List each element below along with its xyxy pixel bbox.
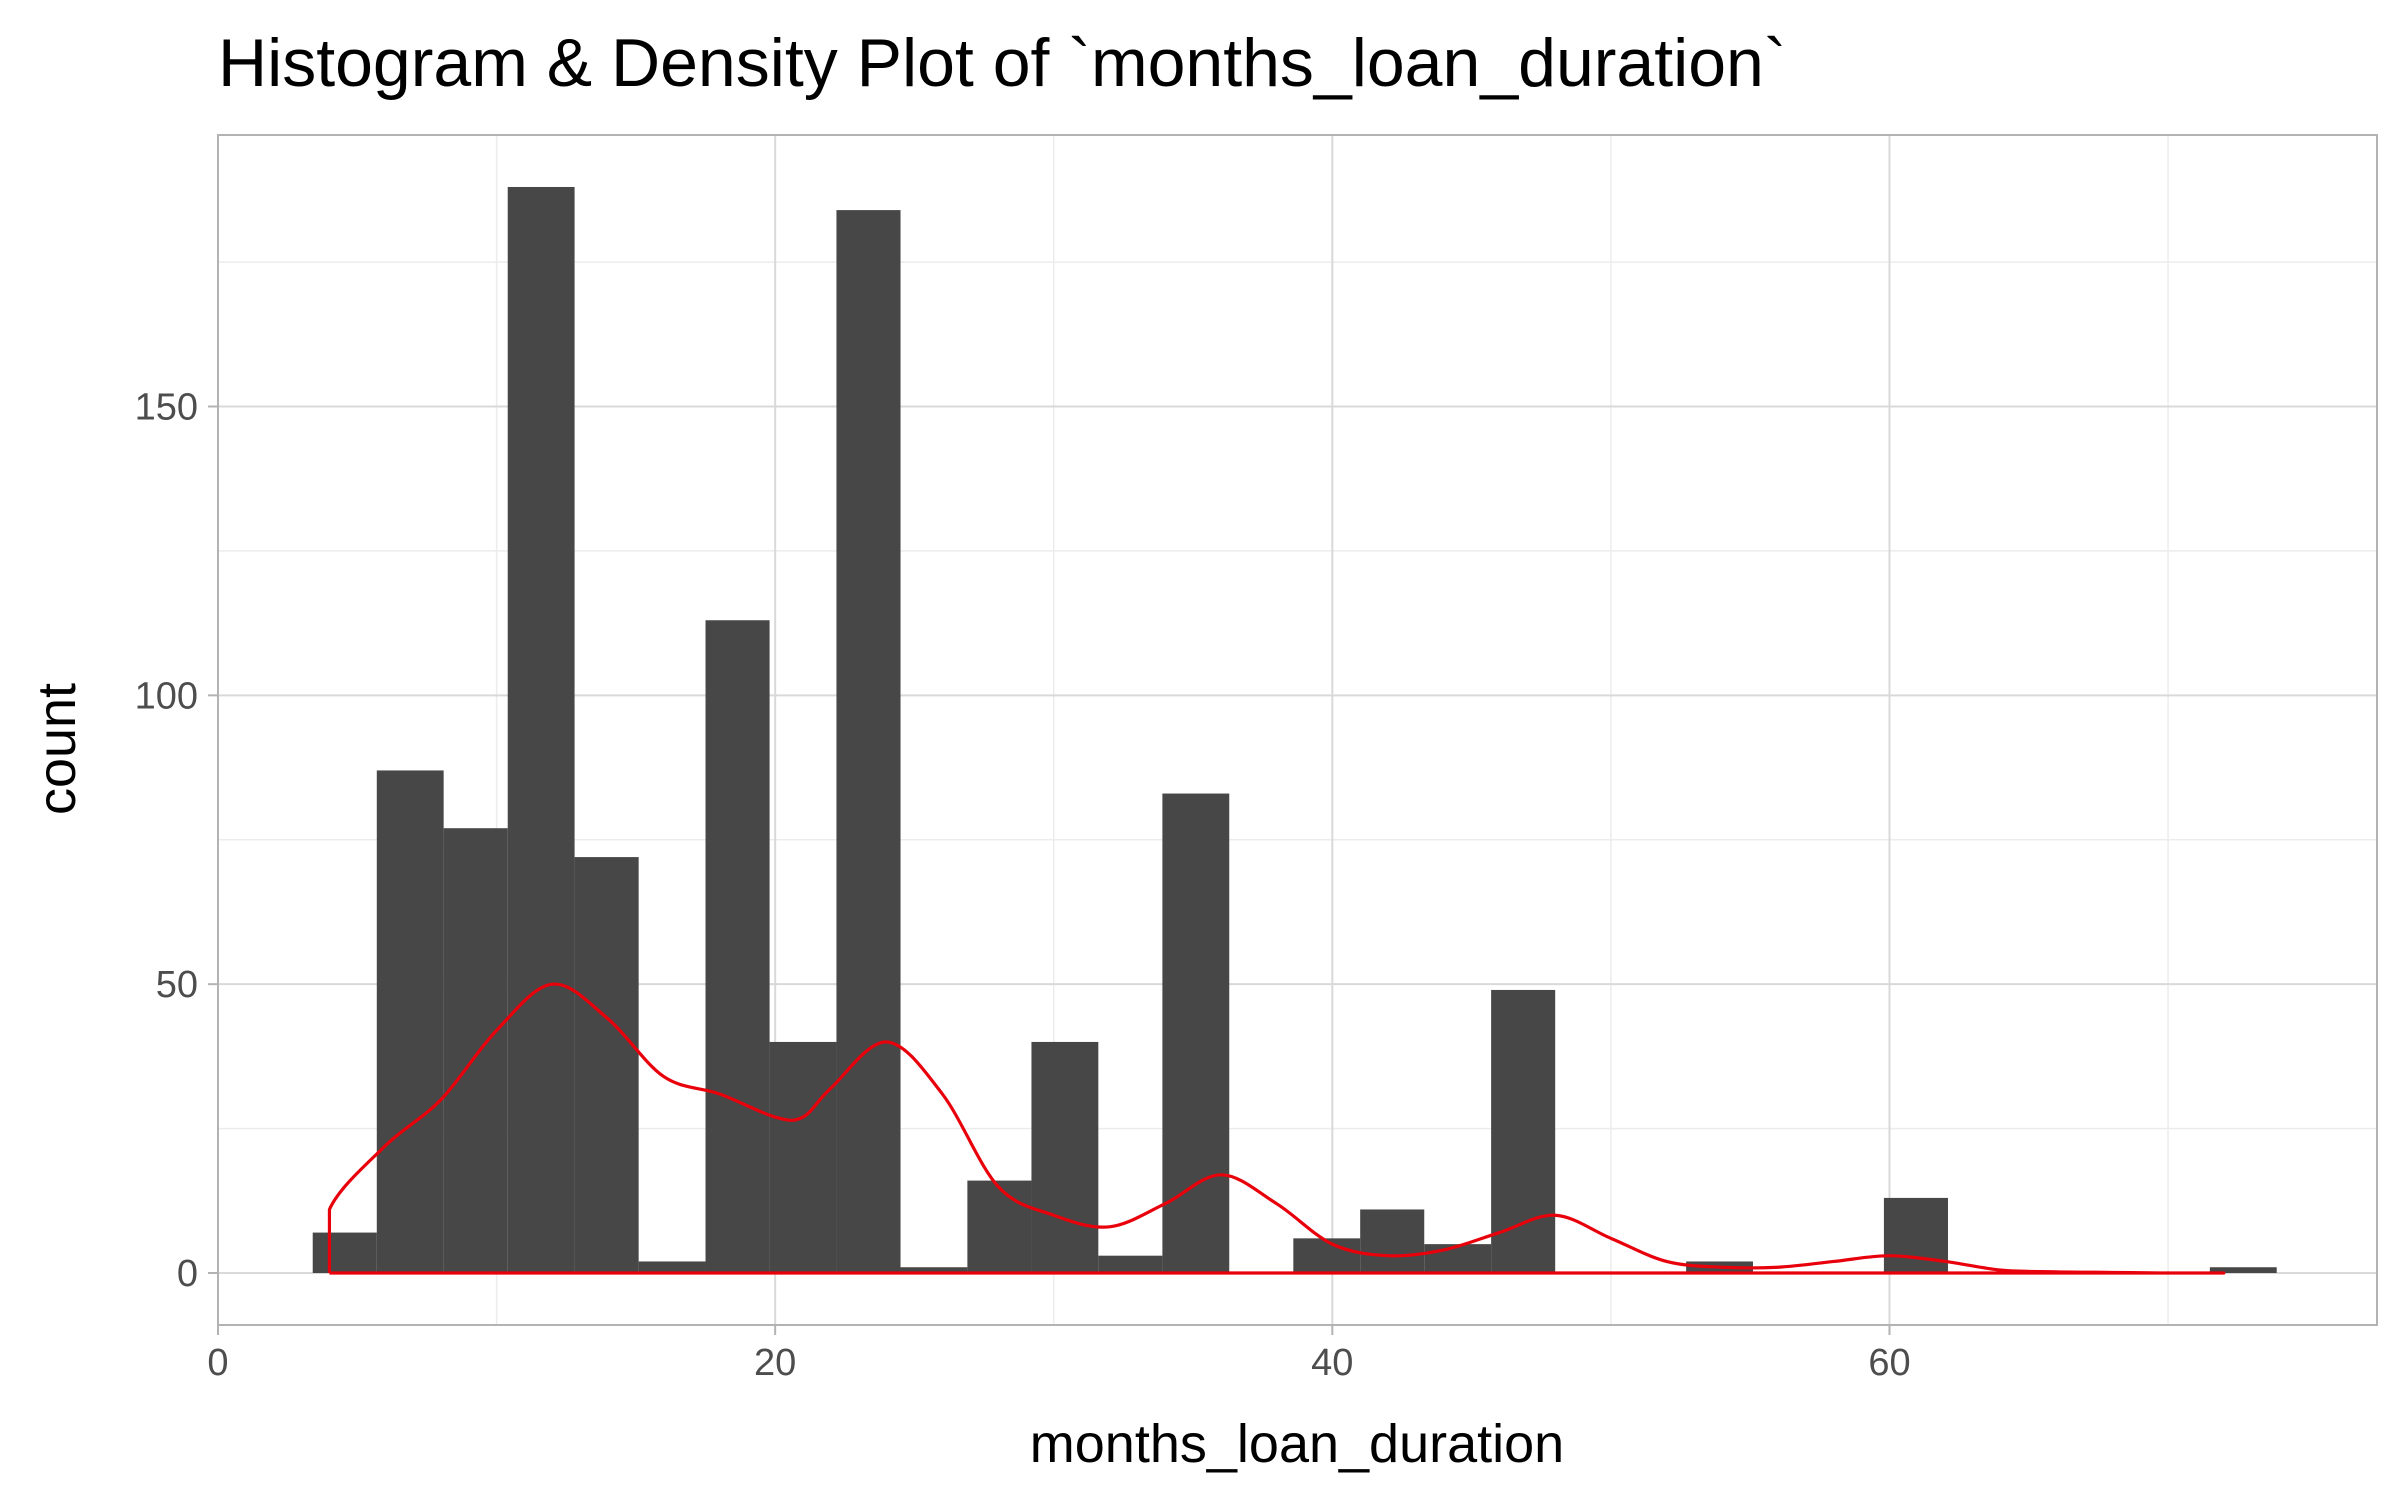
histogram-bar xyxy=(507,186,575,1274)
histogram-bar xyxy=(769,1041,837,1274)
panel-frame-layer xyxy=(217,134,2378,1326)
density-layer xyxy=(327,982,2226,1275)
panel-border xyxy=(217,134,2378,1326)
histogram-bar xyxy=(638,1261,706,1274)
x-tick-label: 20 xyxy=(754,1342,796,1384)
y-tick-label: 150 xyxy=(135,387,198,429)
x-tick-label: 0 xyxy=(207,1342,228,1384)
histogram-bar xyxy=(2209,1267,2277,1274)
histogram-bar xyxy=(1031,1041,1099,1274)
y-tick-label: 100 xyxy=(135,675,198,717)
x-tick-label: 60 xyxy=(1868,1342,1910,1384)
histogram-bar xyxy=(1162,793,1230,1274)
histogram-bar xyxy=(967,1180,1032,1274)
y-tick-label: 50 xyxy=(156,964,198,1006)
histogram-bar xyxy=(1293,1238,1361,1274)
x-axis-title: months_loan_duration xyxy=(1030,1414,1564,1474)
density-curve xyxy=(327,982,2226,1275)
histogram-bar xyxy=(1360,1209,1425,1274)
histogram-bar xyxy=(312,1232,377,1274)
histogram-bar xyxy=(574,857,639,1274)
y-axis-title: count xyxy=(27,683,87,815)
y-tick-label: 0 xyxy=(177,1253,198,1295)
histogram-bar xyxy=(836,210,901,1274)
histogram-bar xyxy=(900,1267,968,1274)
chart-title: Histogram & Density Plot of `months_loan… xyxy=(218,25,1787,101)
bars-layer xyxy=(312,186,2277,1274)
ticks-layer: 0 20 40 60 0 50 100 150 xyxy=(135,387,1911,1384)
histogram-bar xyxy=(443,828,508,1274)
histogram-bar xyxy=(1098,1255,1163,1274)
x-tick-label: 40 xyxy=(1311,1342,1353,1384)
histogram-bar xyxy=(705,620,770,1274)
histogram-bar xyxy=(1491,989,1556,1274)
histogram-bar xyxy=(376,770,444,1274)
histogram-bar xyxy=(1424,1244,1492,1274)
